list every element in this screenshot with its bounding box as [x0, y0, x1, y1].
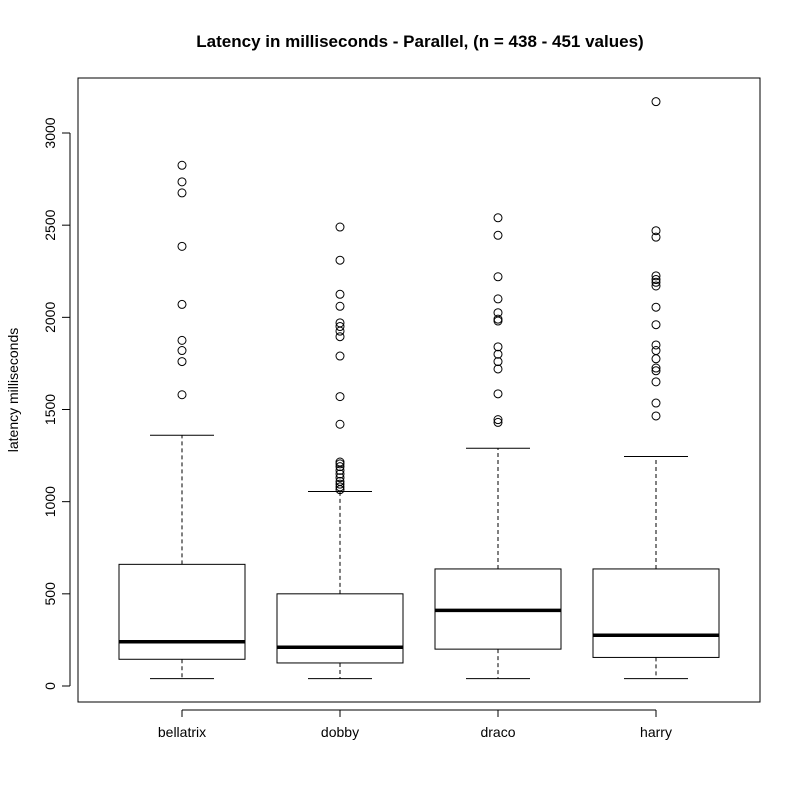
y-tick-label: 3000	[42, 117, 58, 148]
outlier-point	[493, 417, 503, 427]
x-tick-label: dobby	[321, 724, 359, 740]
box-iqr	[118, 563, 246, 660]
outlier-point	[493, 213, 503, 223]
y-tick-label: 0	[42, 682, 58, 690]
outlier-point	[493, 314, 503, 324]
outlier-point	[651, 281, 661, 291]
outlier-point	[493, 308, 503, 318]
outlier-point	[651, 411, 661, 421]
x-tick-label: draco	[480, 724, 515, 740]
outlier-point	[651, 232, 661, 242]
x-tick-label: harry	[640, 724, 672, 740]
outlier-point	[335, 462, 345, 472]
outlier-point	[651, 226, 661, 236]
outlier-point	[335, 419, 345, 429]
outlier-point	[651, 398, 661, 408]
outlier-point	[651, 277, 661, 287]
outlier-point	[335, 469, 345, 479]
outlier-point	[651, 271, 661, 281]
outlier-point	[651, 320, 661, 330]
outlier-point	[335, 301, 345, 311]
outlier-point	[651, 363, 661, 373]
outlier-point	[651, 346, 661, 356]
y-axis: 0 500 1000 1500 2000 2500 3000	[42, 117, 71, 690]
plot-frame	[77, 77, 761, 703]
outlier-point	[177, 346, 187, 356]
outlier-point	[493, 272, 503, 282]
outlier-point	[335, 476, 345, 486]
outlier-point	[493, 230, 503, 240]
outlier-point	[177, 188, 187, 198]
outlier-point	[335, 332, 345, 342]
outlier-point	[177, 357, 187, 367]
y-tick-label: 500	[42, 582, 58, 606]
outlier-point	[493, 349, 503, 359]
outlier-point	[651, 302, 661, 312]
outlier-point	[335, 322, 345, 332]
outlier-point	[335, 479, 345, 489]
outlier-point	[335, 392, 345, 402]
outlier-point	[335, 289, 345, 299]
outlier-point	[651, 366, 661, 376]
box-bellatrix	[118, 160, 246, 680]
y-tick-label: 2000	[42, 302, 58, 333]
outlier-point	[493, 364, 503, 374]
box-dobby	[276, 222, 404, 680]
outlier-point	[493, 342, 503, 352]
y-tick-label: 2500	[42, 209, 58, 240]
y-axis-label: latency milliseconds	[5, 328, 21, 453]
outlier-point	[335, 457, 345, 467]
y-tick-label: 1000	[42, 486, 58, 517]
outlier-point	[177, 390, 187, 400]
box-harry	[592, 97, 720, 680]
outlier-point	[493, 316, 503, 326]
outlier-point	[651, 354, 661, 364]
outlier-point	[493, 389, 503, 399]
outlier-point	[335, 318, 345, 328]
outlier-point	[493, 357, 503, 367]
x-axis: bellatrix dobby draco harry	[158, 709, 672, 740]
outlier-point	[335, 473, 345, 483]
outlier-point	[493, 294, 503, 304]
outlier-point	[335, 326, 345, 336]
outlier-point	[335, 351, 345, 361]
box-iqr	[276, 593, 404, 664]
outlier-point	[651, 97, 661, 107]
x-tick-label: bellatrix	[158, 724, 206, 740]
box-iqr	[592, 568, 720, 658]
outlier-point	[493, 415, 503, 425]
y-tick-label: 1500	[42, 394, 58, 425]
outlier-point	[335, 482, 345, 492]
outlier-point	[651, 377, 661, 387]
outlier-point	[177, 241, 187, 251]
chart-title: Latency in milliseconds - Parallel, (n =…	[196, 32, 643, 51]
outlier-point	[177, 177, 187, 187]
outlier-point	[177, 299, 187, 309]
outlier-point	[335, 222, 345, 232]
outlier-point	[651, 275, 661, 285]
outlier-point	[177, 335, 187, 345]
boxes-group	[118, 97, 720, 680]
outlier-point	[335, 255, 345, 265]
outlier-point	[651, 340, 661, 350]
outlier-point	[177, 160, 187, 170]
box-draco	[434, 213, 562, 680]
